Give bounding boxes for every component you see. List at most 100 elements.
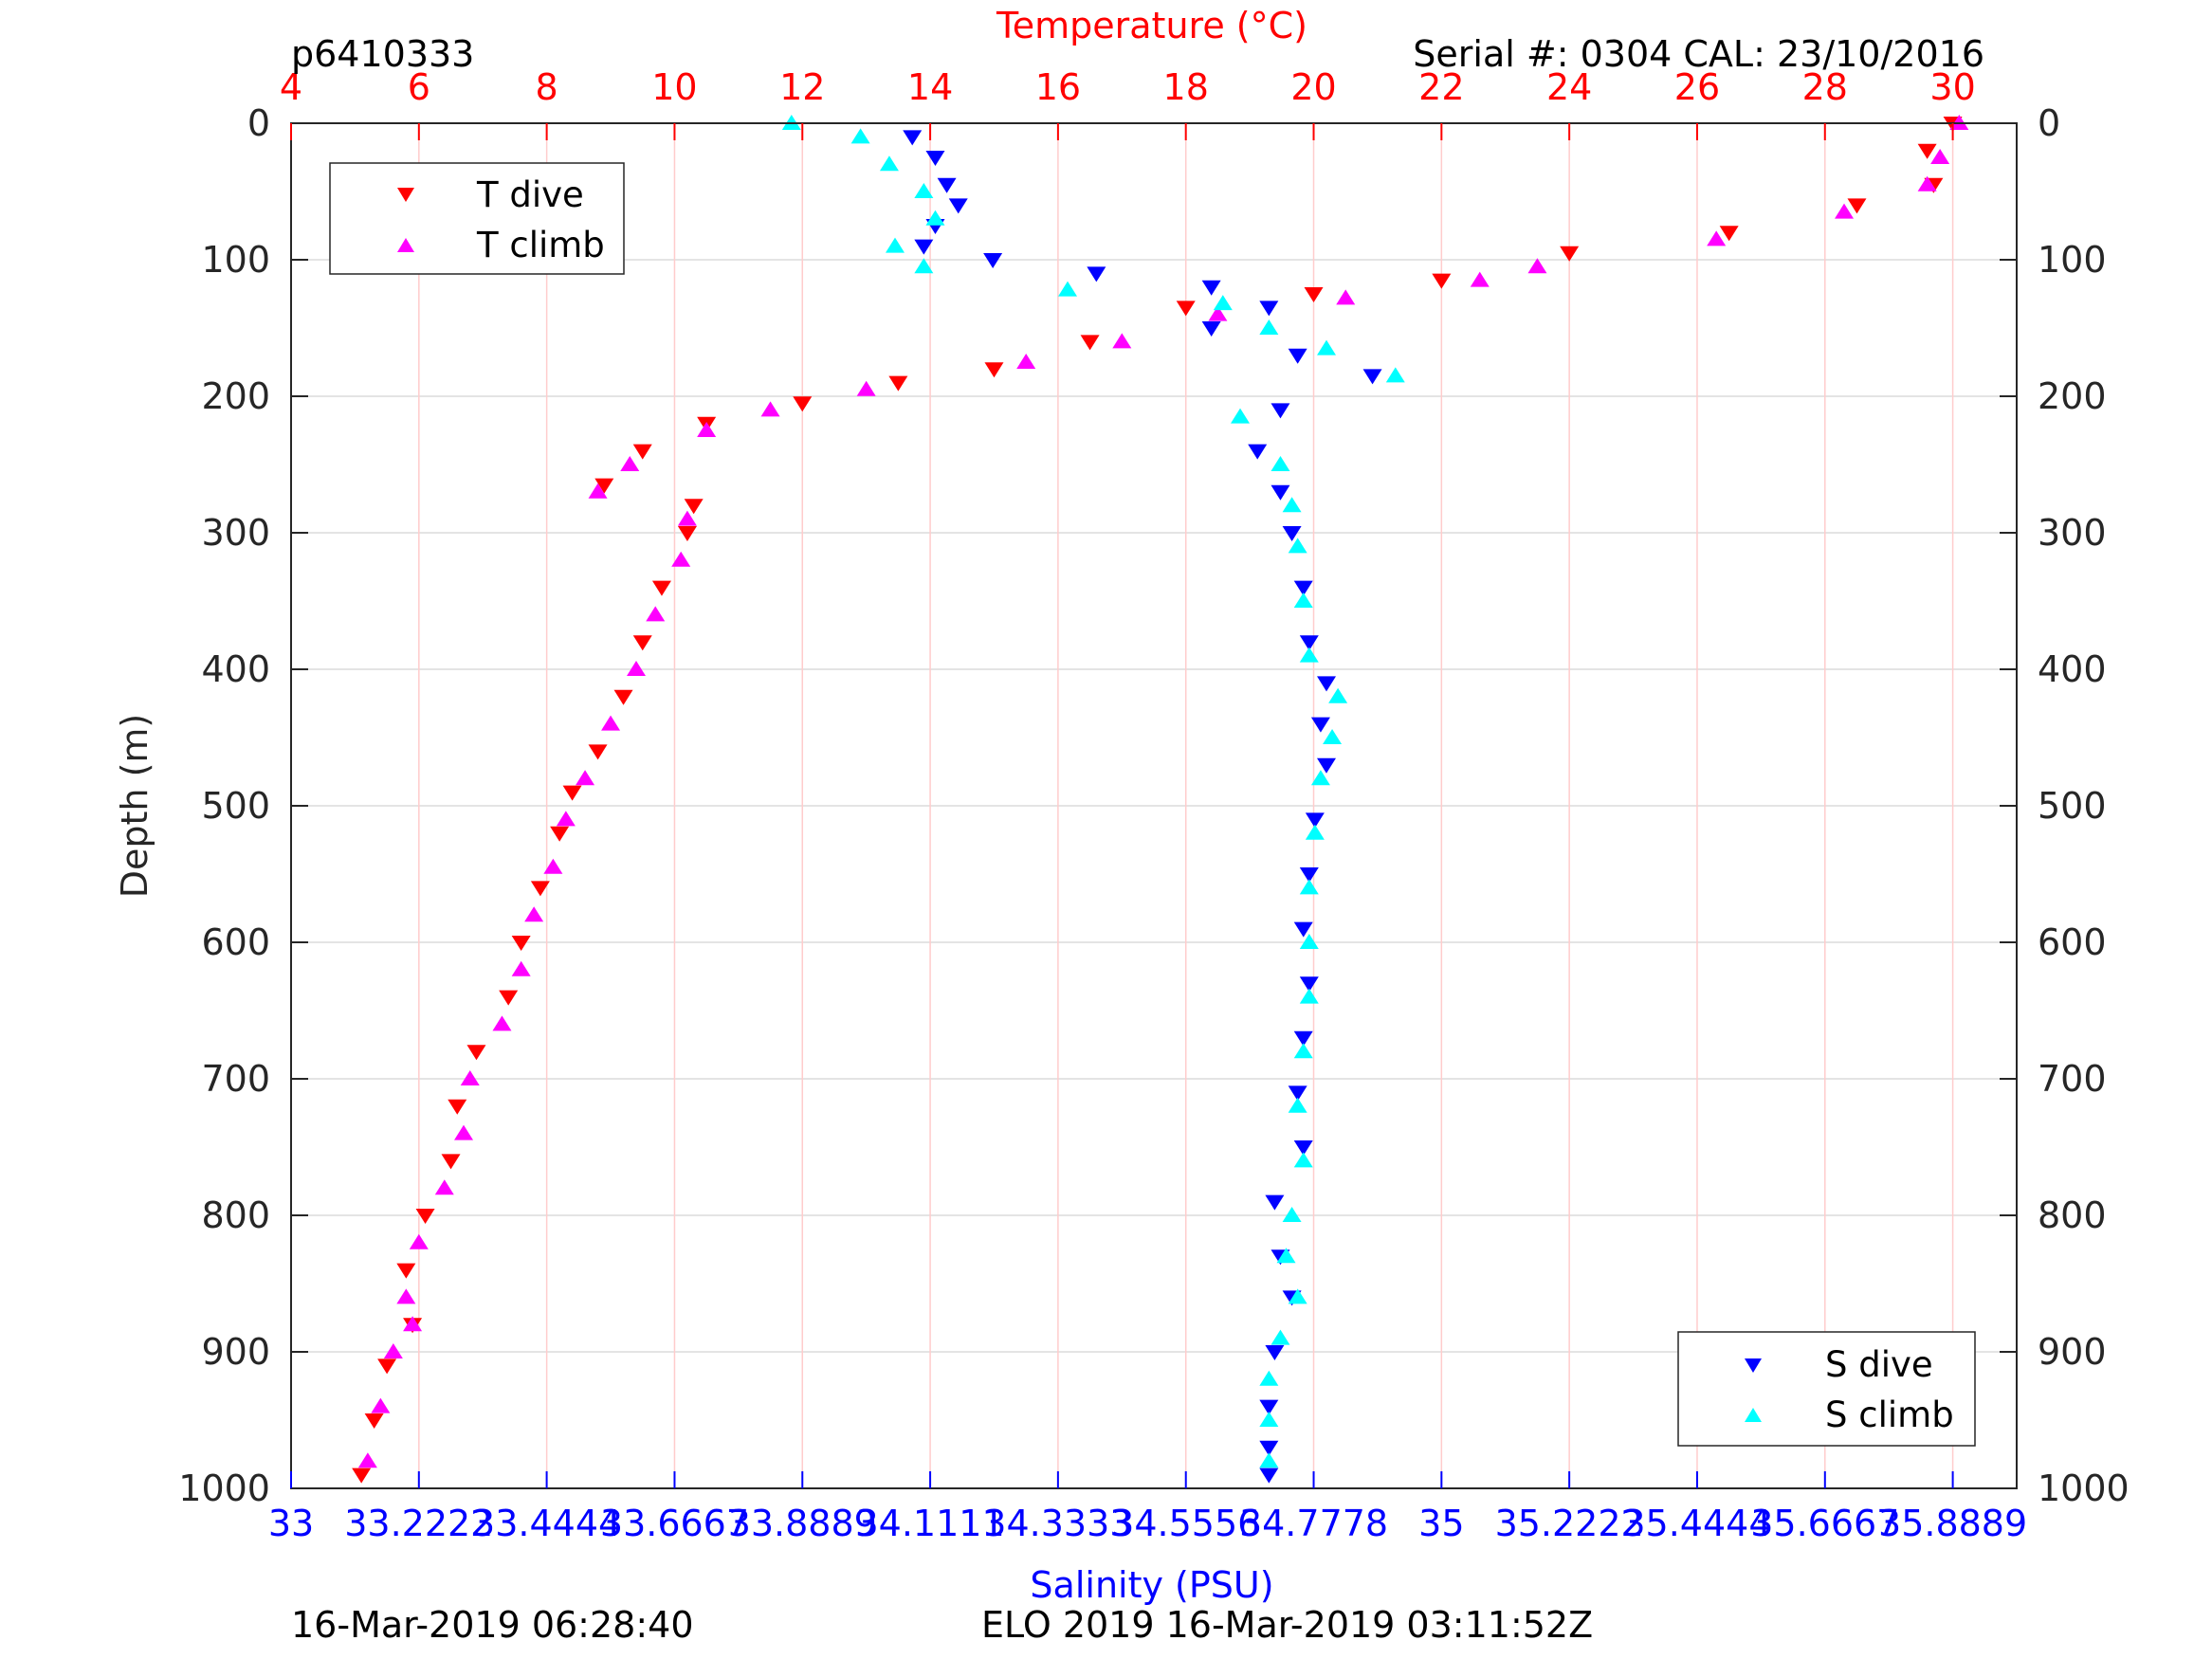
depth-tick-label-left: 400 [201,648,270,690]
data-point [1259,1412,1279,1427]
data-point [383,1343,403,1358]
data-point [1080,335,1100,351]
data-point [1317,757,1336,774]
data-point [1208,305,1228,321]
data-point [1265,1194,1285,1211]
data-point [1112,333,1132,349]
data-point [1293,1043,1313,1059]
data-point [1176,301,1196,317]
data-point [1271,1329,1290,1345]
data-point [1323,729,1343,744]
data-point [1304,287,1324,302]
temperature-tick-label: 26 [1674,66,1720,108]
data-point [511,960,531,976]
data-point [1293,592,1313,608]
data-point [1288,1085,1307,1102]
data-point [371,1397,391,1413]
data-point [1259,1370,1279,1386]
data-point [403,1316,423,1332]
data-point [1288,538,1307,554]
data-point [651,580,671,596]
data-point [601,715,621,731]
data-point [562,785,582,801]
salinity-tick-label: 34.5556 [1111,1503,1260,1544]
legend-t-dive-marker [397,188,414,202]
depth-tick-label-left: 1000 [178,1468,270,1509]
data-point [1835,203,1854,219]
depth-tick-label-right: 0 [2038,102,2060,144]
temperature-axis-title: Temperature (°C) [996,5,1307,46]
salinity-tick-label: 33.2222 [344,1503,493,1544]
data-point [1917,175,1937,191]
data-point [1317,676,1336,692]
salinity-tick-label: 35.6667 [1750,1503,1899,1544]
data-point [697,422,717,437]
depth-tick-label-left: 700 [201,1058,270,1100]
data-point [460,1070,480,1085]
data-point [434,1179,454,1195]
data-point [620,456,640,471]
legend-t-dive-label: T dive [476,174,584,215]
data-point [914,239,934,255]
data-point [1282,526,1302,541]
depth-tick-label-right: 100 [2038,239,2107,281]
data-point [1288,1288,1307,1304]
depth-tick-label-right: 900 [2038,1331,2107,1373]
data-point [1299,867,1319,883]
data-point [948,198,968,214]
depth-tick-label-left: 900 [201,1331,270,1373]
temperature-tick-label: 8 [536,66,558,108]
data-point [1328,687,1348,703]
legend-s-dive-label: S dive [1825,1344,1933,1385]
data-point [1201,280,1221,296]
data-point [627,661,646,676]
data-point [914,183,934,198]
data-point [856,380,876,396]
temperature-tick-label: 20 [1290,66,1336,108]
data-point [1288,348,1307,364]
data-point [914,258,934,274]
data-point [1719,226,1739,242]
data-point [888,375,908,392]
legend-temperature: T dive T climb [329,162,625,275]
data-point [677,526,697,541]
data-point [793,396,813,412]
data-point [396,1288,416,1304]
data-point [352,1468,372,1484]
data-point [594,478,614,494]
data-point [1288,1097,1307,1113]
depth-tick-label-left: 100 [201,239,270,281]
data-point [677,510,697,526]
temperature-tick-label: 22 [1418,66,1464,108]
data-point [499,990,519,1006]
data-point [1271,484,1290,501]
data-point [1707,230,1727,246]
footer-mission: ELO 2019 16-Mar-2019 03:11:52Z [981,1604,1593,1646]
legend-salinity: S dive S climb [1677,1331,1976,1447]
data-point [879,155,899,172]
data-point [1385,367,1405,383]
depth-tick-label-left: 800 [201,1194,270,1236]
depth-tick-label-right: 200 [2038,375,2107,417]
series-layer [352,115,1969,1484]
legend-s-dive-marker [1745,1358,1762,1373]
salinity-tick-label: 33.4444 [472,1503,621,1544]
data-point [1248,444,1268,460]
data-point [511,936,531,951]
data-point [543,858,563,874]
profile-id: p6410333 [291,33,474,75]
data-point [1087,266,1106,283]
data-point [1299,934,1319,949]
data-point [1305,812,1325,829]
salinity-tick-label: 35.8889 [1878,1503,2027,1544]
data-point [588,744,608,760]
salinity-tick-label: 33.8889 [728,1503,877,1544]
data-point [1259,301,1279,317]
data-point [1362,369,1382,385]
data-point [1231,408,1250,424]
depth-tick-label-left: 600 [201,921,270,963]
data-point [1560,246,1580,262]
data-point [1299,988,1319,1004]
data-point [1299,635,1319,651]
legend-salinity-box [1677,1331,1976,1447]
